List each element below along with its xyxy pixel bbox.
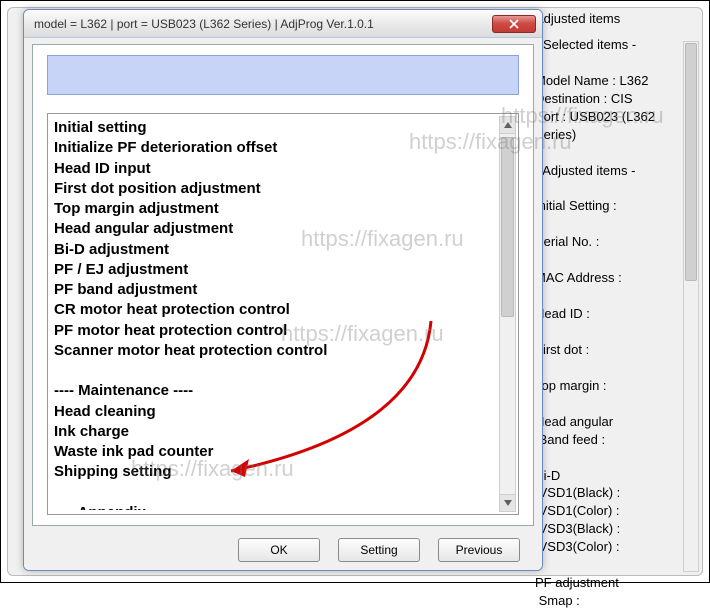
list-item[interactable]: First dot position adjustment xyxy=(54,179,494,199)
list-scrollbar-thumb[interactable] xyxy=(501,137,514,317)
adjusted-items-title: Adjusted items xyxy=(535,11,695,26)
setting-button[interactable]: Setting xyxy=(338,538,420,562)
list-item[interactable]: PF band adjustment xyxy=(54,280,494,300)
scroll-down-icon[interactable] xyxy=(500,494,515,511)
adjusted-line xyxy=(535,323,695,341)
list-item[interactable]: Head cleaning xyxy=(54,402,494,422)
adjusted-line xyxy=(535,556,695,574)
adjusted-line: Head angular xyxy=(535,413,695,431)
adjusted-line: Bi-D xyxy=(535,467,695,485)
adjusted-line: First dot : xyxy=(535,341,695,359)
adjusted-line: VSD1(Color) : xyxy=(535,502,695,520)
titlebar[interactable]: model = L362 | port = USB023 (L362 Serie… xyxy=(24,10,542,38)
adjusted-line: VSD3(Color) : xyxy=(535,538,695,556)
adjusted-line: Smap : xyxy=(535,592,695,610)
adjusted-line: Head ID : xyxy=(535,305,695,323)
list-item[interactable]: Initial setting xyxy=(54,118,494,138)
dialog-body: Initial settingInitialize PF deteriorati… xyxy=(32,44,534,526)
adjusted-line xyxy=(535,449,695,467)
setting-button-label: Setting xyxy=(360,543,397,557)
list-item[interactable]: Ink charge xyxy=(54,422,494,442)
adjusted-line xyxy=(535,180,695,198)
adjusted-line: Initial Setting : xyxy=(535,197,695,215)
adjusted-line xyxy=(535,359,695,377)
adjusted-line: Top margin : xyxy=(535,377,695,395)
window-title: model = L362 | port = USB023 (L362 Serie… xyxy=(34,17,492,31)
right-scrollbar-thumb[interactable] xyxy=(685,43,697,281)
adjusted-line xyxy=(535,251,695,269)
adjusted-line: Destination : CIS xyxy=(535,90,695,108)
adjusted-line: Port : USB023 (L362 Series) xyxy=(535,108,695,144)
adjusted-line: - Adjusted items - xyxy=(535,162,695,180)
adjusted-line: Serial No. : xyxy=(535,233,695,251)
close-button[interactable] xyxy=(492,15,536,33)
previous-button-label: Previous xyxy=(456,543,503,557)
adjusted-line xyxy=(535,395,695,413)
ok-button[interactable]: OK xyxy=(238,538,320,562)
list-item[interactable]: ---- Appendix ---- xyxy=(54,503,494,510)
list-item[interactable]: Shipping setting xyxy=(54,462,494,482)
adjusted-items-panel: Adjusted items - Selected items - Model … xyxy=(535,11,695,572)
adjusted-items-body: - Selected items - Model Name : L362Dest… xyxy=(535,36,695,610)
adjusted-line xyxy=(535,287,695,305)
adjusted-line: PF adjustment xyxy=(535,574,695,592)
adjprog-dialog: model = L362 | port = USB023 (L362 Serie… xyxy=(23,9,543,571)
list-item[interactable]: Initialize PF deterioration offset xyxy=(54,138,494,158)
close-icon xyxy=(509,19,519,29)
list-item[interactable]: PF / EJ adjustment xyxy=(54,260,494,280)
adjusted-line: Model Name : L362 xyxy=(535,72,695,90)
adjusted-line: - Selected items - xyxy=(535,36,695,54)
list-item[interactable]: Scanner motor heat protection control xyxy=(54,341,494,361)
list-item[interactable]: ---- Maintenance ---- xyxy=(54,381,494,401)
adjustment-list[interactable]: Initial settingInitialize PF deteriorati… xyxy=(47,113,519,515)
list-item[interactable]: PF motor heat protection control xyxy=(54,321,494,341)
ok-button-label: OK xyxy=(270,543,287,557)
list-scrollbar[interactable] xyxy=(499,116,516,512)
previous-button[interactable]: Previous xyxy=(438,538,520,562)
adjustment-list-items[interactable]: Initial settingInitialize PF deteriorati… xyxy=(54,118,494,510)
list-item[interactable]: Head angular adjustment xyxy=(54,219,494,239)
adjusted-line xyxy=(535,215,695,233)
adjusted-line: Band feed : xyxy=(535,431,695,449)
list-item[interactable] xyxy=(54,483,494,503)
adjusted-line: VSD1(Black) : xyxy=(535,484,695,502)
adjusted-line xyxy=(535,144,695,162)
list-item[interactable] xyxy=(54,361,494,381)
list-item[interactable]: Top margin adjustment xyxy=(54,199,494,219)
list-item[interactable]: CR motor heat protection control xyxy=(54,300,494,320)
adjusted-line: VSD3(Black) : xyxy=(535,520,695,538)
list-item[interactable]: Bi-D adjustment xyxy=(54,240,494,260)
adjusted-line: MAC Address : xyxy=(535,269,695,287)
dialog-button-row: OK Setting Previous xyxy=(24,530,542,570)
right-scrollbar[interactable] xyxy=(683,41,699,572)
adjusted-line xyxy=(535,54,695,72)
info-band xyxy=(47,55,519,95)
scroll-up-icon[interactable] xyxy=(500,117,515,134)
list-item[interactable]: Head ID input xyxy=(54,159,494,179)
list-item[interactable]: Waste ink pad counter xyxy=(54,442,494,462)
